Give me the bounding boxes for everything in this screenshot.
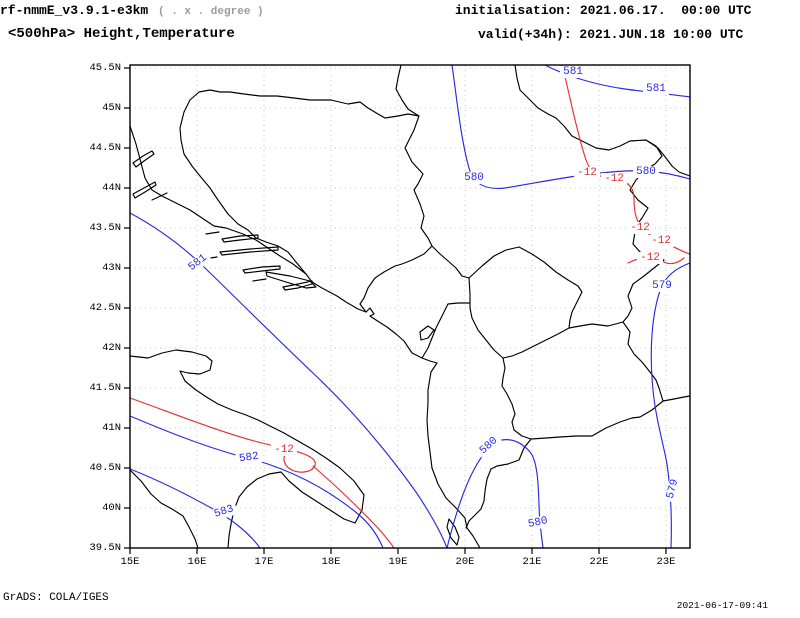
map-frame (129, 64, 691, 549)
lat-tick-label: 45N (102, 102, 121, 114)
height-contour-label: 580 (461, 172, 487, 184)
lon-tick-label: 22E (590, 556, 609, 568)
temp-contour-label: -12 (271, 444, 297, 456)
coastline-adriatic-east (129, 125, 481, 549)
temp-contour-label: -12 (574, 167, 600, 179)
height-contour-label: 580 (524, 514, 552, 532)
height-label-580-b: 580 (636, 166, 656, 178)
geography (129, 64, 691, 549)
lat-tick-label: 43N (102, 262, 121, 274)
lon-tick-label: 23E (657, 556, 676, 568)
lat-tick-label: 45.5N (89, 62, 121, 74)
lat-tick-label: 42.5N (89, 302, 121, 314)
height-contour-582 (129, 415, 384, 549)
lat-tick-label: 42N (102, 342, 121, 354)
lon-axis: 15E 16E 17E 18E 19E 20E 21E 22E 23E (121, 556, 676, 568)
lat-axis: 45.5N 45N 44.5N 44N 43.5N 43N 42.5N 42N … (89, 62, 121, 554)
coastline-italy (129, 349, 365, 549)
temp-contour-label: -12 (637, 252, 663, 264)
height-contour-label: 581 (560, 66, 586, 78)
temp-contour-12-southwest (129, 397, 316, 473)
grads-credit: GrADS: COLA/IGES (3, 592, 109, 604)
lat-tick-label: 44.5N (89, 142, 121, 154)
init-time: initialisation: 2021.06.17. 00:00 UTC (455, 3, 752, 18)
height-label-580-a: 580 (464, 172, 484, 184)
temp-contour-label: -12 (648, 235, 674, 247)
lat-tick-label: 40.5N (89, 462, 121, 474)
temp-label-ne-2: -12 (604, 173, 624, 185)
temp-contour-label: -12 (601, 173, 627, 185)
temp-label-sw: -12 (274, 444, 294, 456)
field-title: <500hPa> Height,Temperature (8, 26, 235, 42)
temp-contour-12-southwest-tail (312, 465, 395, 549)
temp-contour-12-northeast (561, 64, 691, 255)
temp-label-ne-1: -12 (577, 167, 597, 179)
temp-label-ne-3: -12 (630, 222, 650, 234)
height-contour-580-trough (446, 439, 544, 549)
borders-kosovo-macedonia-albania-greece (419, 246, 691, 529)
height-contour-label: 580 (633, 166, 659, 178)
height-contour-label: 583 (209, 502, 239, 522)
height-label-581-b: 581 (646, 83, 666, 95)
lat-tick-label: 40N (102, 502, 121, 514)
temp-label-ne-4: -12 (651, 235, 671, 247)
lon-tick-label: 19E (389, 556, 408, 568)
valid-time: valid(+34h): 2021.JUN.18 10:00 UTC (478, 27, 744, 42)
model-title: rf-nmmE_v3.9.1-e3km (0, 3, 149, 18)
height-label-579-b: 579 (665, 478, 682, 500)
height-label-580-d: 580 (527, 515, 549, 531)
height-contour-label: 579 (663, 474, 683, 504)
lon-tick-label: 17E (255, 556, 274, 568)
height-contour-label: 581 (643, 83, 669, 95)
lon-tick-label: 16E (188, 556, 207, 568)
lon-tick-label: 15E (121, 556, 140, 568)
lat-tick-label: 39.5N (89, 542, 121, 554)
height-contour-581-diagonal (129, 212, 448, 549)
lon-tick-label: 20E (456, 556, 475, 568)
height-label-583: 583 (213, 503, 236, 521)
height-contour-583 (129, 468, 261, 549)
height-contour-label: 579 (649, 280, 675, 292)
model-resolution-note: ( . x . degree ) (158, 6, 264, 18)
graticule (130, 65, 690, 548)
lat-tick-label: 41.5N (89, 382, 121, 394)
height-label-582: 582 (238, 451, 259, 466)
height-label-581-a: 581 (563, 66, 583, 78)
height-label-579-a: 579 (652, 280, 672, 292)
creation-timestamp: 2021-06-17-09:41 (676, 600, 768, 611)
height-contour-label: 581 (184, 250, 212, 276)
temp-contour-label: -12 (627, 222, 653, 234)
lat-tick-label: 41N (102, 422, 121, 434)
axis-ticks (124, 67, 667, 554)
height-contour-label: 580 (475, 432, 503, 460)
lat-tick-label: 44N (102, 182, 121, 194)
temp-label-ne-5: -12 (640, 252, 660, 264)
lat-tick-label: 43.5N (89, 222, 121, 234)
borders-bosnia-croatia-serbia (179, 64, 470, 313)
lon-tick-label: 18E (322, 556, 341, 568)
borders-serbia-romania-bulgaria (514, 64, 691, 329)
height-contour-label: 582 (235, 450, 263, 466)
lon-tick-label: 21E (523, 556, 542, 568)
